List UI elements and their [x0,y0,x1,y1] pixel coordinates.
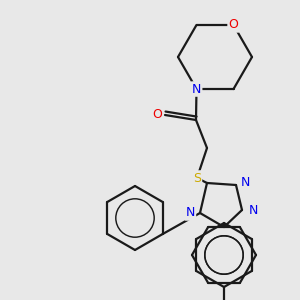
Text: N: N [192,82,201,95]
Text: S: S [193,172,201,184]
Text: N: N [241,176,250,188]
Text: N: N [249,203,258,217]
Text: N: N [186,206,195,220]
Text: O: O [229,19,238,32]
Text: O: O [152,109,162,122]
